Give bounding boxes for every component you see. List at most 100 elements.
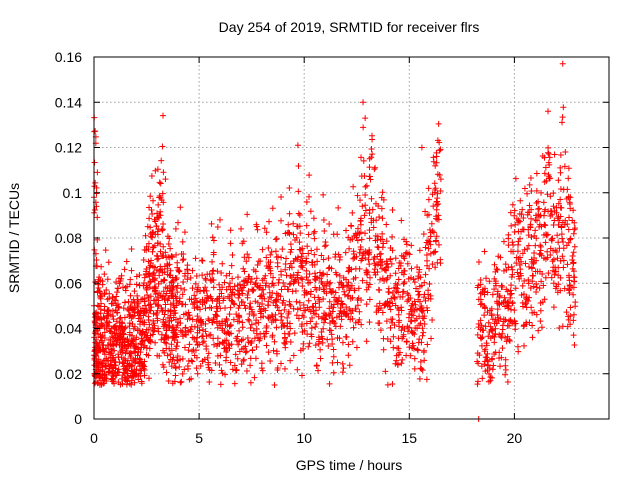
data-point (229, 252, 236, 259)
data-point (257, 331, 264, 338)
data-point (320, 191, 327, 198)
data-point (312, 323, 319, 330)
data-point (202, 275, 209, 282)
data-point (242, 305, 249, 312)
data-point (560, 264, 567, 271)
data-point (148, 172, 155, 179)
data-point (275, 253, 282, 260)
data-point (345, 234, 352, 241)
data-point (395, 276, 402, 283)
data-point (105, 306, 112, 313)
y-tick-label: 0.02 (55, 366, 82, 382)
data-point (262, 307, 269, 314)
data-point (136, 355, 143, 362)
data-point (433, 153, 440, 160)
data-point (486, 370, 493, 377)
data-point (189, 285, 196, 292)
data-point (488, 356, 495, 363)
data-point (313, 246, 320, 253)
data-point (177, 315, 184, 322)
data-point (214, 335, 221, 342)
data-point (500, 318, 507, 325)
data-point (550, 304, 557, 311)
data-point (146, 337, 153, 344)
data-point (380, 196, 387, 203)
data-point (566, 214, 573, 221)
data-point (393, 357, 400, 364)
data-point (496, 331, 503, 338)
data-point (346, 306, 353, 313)
data-point (121, 325, 128, 332)
data-point (194, 370, 201, 377)
data-point (219, 260, 226, 267)
data-point (387, 338, 394, 345)
data-point (156, 179, 163, 186)
data-point (524, 246, 531, 253)
data-point (385, 289, 392, 296)
data-point (358, 321, 365, 328)
data-point (209, 234, 216, 241)
data-point (516, 218, 523, 225)
data-point (238, 287, 245, 294)
data-point (416, 269, 423, 276)
data-point (408, 265, 415, 272)
data-point (179, 291, 186, 298)
data-point (520, 214, 527, 221)
data-point (231, 283, 238, 290)
data-point (287, 302, 294, 309)
data-point (305, 343, 312, 350)
data-point (161, 349, 168, 356)
data-point (285, 221, 292, 228)
data-point (208, 220, 215, 227)
data-point (231, 380, 238, 387)
data-point (246, 317, 253, 324)
data-point (194, 284, 201, 291)
data-point (312, 300, 319, 307)
data-point (557, 196, 564, 203)
data-point (295, 315, 302, 322)
data-point (185, 347, 192, 354)
data-point (143, 351, 150, 358)
data-point (268, 248, 275, 255)
data-point (316, 336, 323, 343)
data-point (126, 320, 133, 327)
data-point (316, 296, 323, 303)
data-point (313, 363, 320, 370)
data-point (181, 286, 188, 293)
data-point (486, 278, 493, 285)
data-point (219, 284, 226, 291)
data-point (298, 253, 305, 260)
data-point (258, 360, 265, 367)
data-point (111, 380, 118, 387)
data-point (101, 271, 108, 278)
data-point (420, 329, 427, 336)
data-point (379, 215, 386, 222)
data-point (379, 258, 386, 265)
data-point (209, 297, 216, 304)
data-point (262, 282, 269, 289)
data-point (379, 230, 386, 237)
data-point (437, 176, 444, 183)
data-point (285, 308, 292, 315)
data-point (433, 233, 440, 240)
data-point (282, 344, 289, 351)
data-point (143, 326, 150, 333)
data-point (346, 362, 353, 369)
data-point (362, 230, 369, 237)
data-point (167, 245, 174, 252)
data-point (109, 376, 116, 383)
data-point (115, 379, 122, 386)
data-point (283, 272, 290, 279)
data-point (434, 171, 441, 178)
data-point (415, 291, 422, 298)
data-point (491, 339, 498, 346)
data-point (508, 290, 515, 297)
data-point (231, 362, 238, 369)
data-point (188, 357, 195, 364)
data-point (567, 304, 574, 311)
data-point (541, 154, 548, 161)
data-point (570, 207, 577, 214)
data-point (227, 240, 234, 247)
data-point (273, 350, 280, 357)
data-point (310, 215, 317, 222)
